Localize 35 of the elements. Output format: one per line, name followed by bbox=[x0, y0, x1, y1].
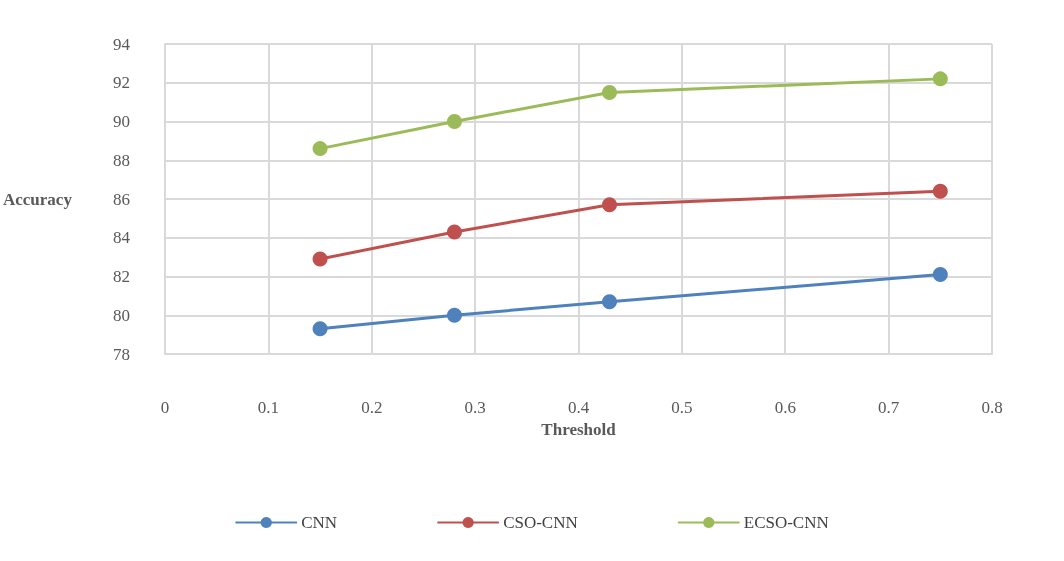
x-tick-label: 0.3 bbox=[464, 398, 486, 417]
y-tick-label: 78 bbox=[113, 344, 130, 364]
point bbox=[932, 267, 948, 283]
x-axis-title: Threshold bbox=[541, 419, 617, 439]
y-tick-label: 90 bbox=[113, 112, 130, 131]
legend-label: CNN bbox=[301, 513, 338, 532]
y-tick-label: 82 bbox=[113, 267, 130, 286]
y-tick-label: 92 bbox=[113, 73, 130, 93]
x-tick-label: 0.8 bbox=[981, 398, 1003, 417]
x-tick-label: 0.5 bbox=[671, 398, 693, 417]
y-tick-label: 94 bbox=[113, 34, 131, 54]
x-tick-label: 0.2 bbox=[361, 398, 383, 417]
point bbox=[446, 114, 462, 129]
y-tick-label: 88 bbox=[113, 150, 130, 170]
x-tick-label: 0.7 bbox=[878, 398, 900, 417]
legend-label: ECSO-CNN bbox=[743, 513, 829, 532]
point bbox=[602, 84, 618, 100]
point bbox=[932, 71, 948, 87]
x-tick-label: 0 bbox=[160, 398, 170, 417]
point bbox=[602, 197, 618, 213]
y-axis-title: Accuracy bbox=[3, 189, 73, 209]
x-tick-label: 0.1 bbox=[257, 398, 279, 417]
point bbox=[932, 183, 948, 199]
point bbox=[446, 224, 462, 240]
point bbox=[312, 141, 328, 157]
point bbox=[602, 294, 618, 310]
point bbox=[312, 251, 328, 267]
point bbox=[446, 307, 462, 323]
point bbox=[312, 321, 328, 337]
x-tick-label: 0.6 bbox=[774, 398, 796, 417]
y-tick-label: 80 bbox=[113, 305, 130, 325]
y-tick-label: 84 bbox=[113, 228, 131, 248]
y-tick-label: 86 bbox=[113, 189, 130, 209]
x-tick-label: 0.4 bbox=[567, 398, 590, 417]
legend-label: CSO-CNN bbox=[503, 513, 578, 532]
